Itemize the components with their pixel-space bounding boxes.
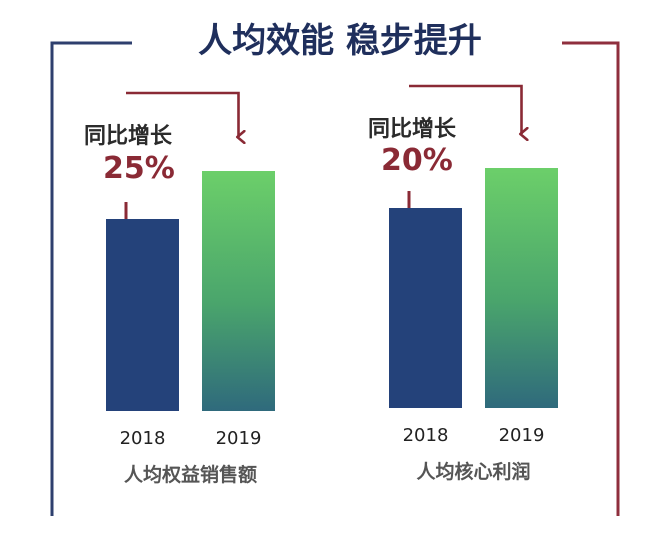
growth-label: 同比增长 — [368, 116, 457, 142]
x-tick-label: 2019 — [216, 428, 262, 449]
frame — [50, 41, 620, 518]
frame-left-top — [50, 41, 132, 516]
bar-1-2018 — [389, 208, 462, 408]
growth-value: 20% — [381, 143, 453, 178]
chart-caption: 人均核心利润 — [416, 460, 530, 483]
x-tick-label: 2018 — [120, 428, 166, 449]
x-tick-label: 2018 — [403, 425, 449, 446]
page-title: 人均效能 稳步提升 — [198, 21, 482, 61]
bar-0-2018 — [106, 219, 179, 411]
chart-caption: 人均权益销售额 — [124, 463, 257, 486]
growth-arrow — [126, 91, 239, 137]
bar-0-2019 — [202, 171, 275, 411]
growth-arrow — [409, 84, 522, 134]
growth-value: 25% — [103, 151, 175, 186]
bar-1-2019 — [485, 168, 558, 408]
x-tick-label: 2019 — [499, 425, 545, 446]
frame-right-top — [562, 41, 620, 516]
growth-label: 同比增长 — [84, 123, 173, 149]
